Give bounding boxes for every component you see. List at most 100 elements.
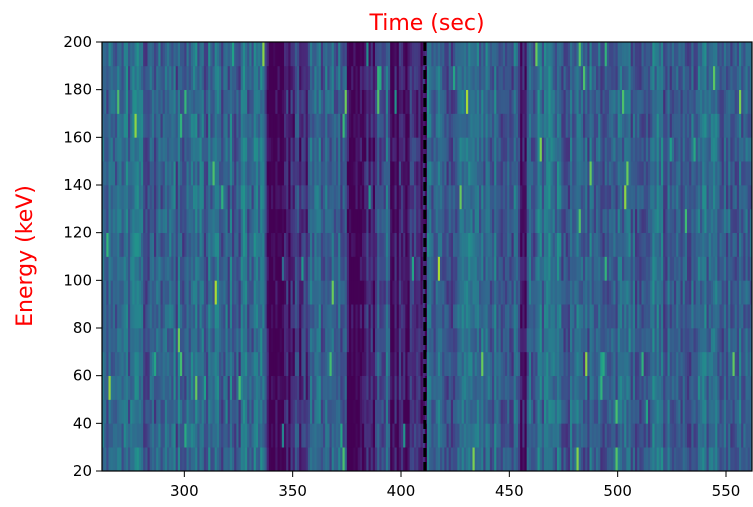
heatmap-cell [615,256,619,281]
heatmap-cell [188,208,192,234]
heatmap-cell [450,304,454,329]
heatmap-cell [628,42,632,67]
heatmap-cell [286,304,289,329]
heatmap-cell [687,65,690,91]
heatmap-cell [346,161,350,186]
heatmap-cell [680,42,684,67]
heatmap-cell [281,304,285,329]
heatmap-cell [684,89,688,114]
heatmap-cell [671,42,675,67]
heatmap-cell [661,399,664,424]
heatmap-cell [557,399,560,424]
heatmap-cell [253,42,257,67]
heatmap-cell [606,256,610,281]
heatmap-cell [331,447,335,472]
heatmap-cell [665,232,668,257]
heatmap-cell [526,42,530,67]
heatmap-cell [658,208,662,234]
heatmap-cell [481,328,484,353]
heatmap-cell [416,280,419,305]
heatmap-cell [156,280,159,305]
heatmap-cell [158,232,161,257]
heatmap-cell [650,399,653,424]
heatmap-cell [281,256,285,281]
heatmap-cell [561,447,564,472]
heatmap-cell [182,185,185,210]
heatmap-cell [262,447,265,472]
heatmap-cell [271,42,274,67]
heatmap-cell [626,256,629,281]
heatmap-cell [119,447,122,472]
heatmap-cell [167,423,170,448]
heatmap-cell [362,399,365,424]
heatmap-cell [420,399,424,424]
heatmap-cell [258,399,261,424]
heatmap-cell [628,137,632,162]
heatmap-cell [544,375,547,400]
heatmap-cell [498,137,502,162]
heatmap-cell [548,280,551,305]
heatmap-cell [453,113,456,138]
heatmap-cell [357,185,361,210]
heatmap-cell [342,208,346,234]
heatmap-cell [357,328,361,353]
heatmap-cell [628,65,632,91]
heatmap-cell [184,137,187,162]
heatmap-cell [264,232,268,257]
heatmap-cell [602,65,606,91]
heatmap-cell [570,65,573,91]
heatmap-cell [676,185,679,210]
heatmap-cell [598,161,601,186]
heatmap-cell [437,328,441,353]
heatmap-cell [626,65,629,91]
heatmap-cell [533,208,536,234]
heatmap-cell [591,161,595,186]
heatmap-cell [580,447,584,472]
heatmap-cell [240,113,244,138]
heatmap-cell [648,280,651,305]
heatmap-cell [158,399,161,424]
heatmap-cell [102,113,105,138]
heatmap-cell [535,351,538,377]
heatmap-cell [381,137,385,162]
heatmap-cell [292,328,296,353]
heatmap-cell [173,208,177,234]
heatmap-cell [154,137,157,162]
heatmap-cell [214,351,218,377]
heatmap-cell [461,185,465,210]
heatmap-cell [290,328,294,353]
heatmap-cell [288,375,291,400]
heatmap-cell [687,351,690,377]
heatmap-cell [201,65,205,91]
heatmap-cell [136,65,140,91]
heatmap-cell [576,137,580,162]
heatmap-cell [294,185,298,210]
heatmap-cell [526,351,530,377]
heatmap-cell [487,232,491,257]
heatmap-cell [314,375,317,400]
heatmap-cell [591,256,595,281]
heatmap-cell [171,399,174,424]
heatmap-cell [420,89,424,114]
heatmap-cell [147,256,151,281]
heatmap-cell [635,161,638,186]
heatmap-cell [596,113,599,138]
heatmap-cell [318,232,322,257]
heatmap-cell [288,89,291,114]
heatmap-cell [461,375,465,400]
heatmap-cell [251,328,255,353]
heatmap-cell [121,232,125,257]
heatmap-cell [411,161,415,186]
heatmap-cell [652,89,655,114]
heatmap-cell [476,65,480,91]
heatmap-cell [344,399,348,424]
heatmap-cell [325,304,328,329]
heatmap-cell [472,304,476,329]
heatmap-cell [195,328,198,353]
heatmap-cell [689,423,692,448]
heatmap-cell [216,328,220,353]
heatmap-cell [262,185,265,210]
heatmap-cell [656,375,660,400]
heatmap-cell [149,113,153,138]
heatmap-cell [552,137,556,162]
